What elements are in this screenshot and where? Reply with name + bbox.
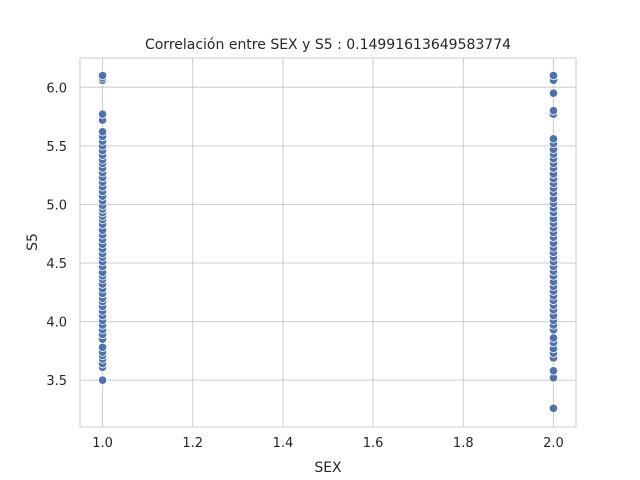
- data-point: [548, 333, 559, 343]
- y-axis-label: S5: [25, 233, 41, 251]
- x-tick-label: 1.8: [453, 436, 474, 451]
- data-point: [97, 70, 108, 81]
- x-tick-label: 1.2: [182, 436, 203, 451]
- y-tick-label: 5.5: [46, 140, 67, 155]
- y-axis-ticks: 3.5 4.0 4.5 5.0 5.5 6.0: [46, 81, 67, 389]
- y-tick-label: 6.0: [46, 81, 67, 96]
- grid-lines: [80, 58, 576, 427]
- data-point: [548, 70, 559, 81]
- x-axis-label: SEX: [314, 460, 342, 476]
- data-point: [97, 375, 108, 385]
- data-points: [97, 70, 559, 413]
- x-tick-label: 1.0: [92, 436, 113, 451]
- data-point: [548, 366, 559, 376]
- y-tick-label: 4.5: [46, 257, 67, 272]
- data-point: [548, 106, 559, 116]
- x-tick-label: 2.0: [543, 436, 564, 451]
- y-tick-label: 5.0: [46, 198, 67, 213]
- y-tick-label: 4.0: [46, 316, 67, 331]
- data-point: [97, 342, 108, 352]
- data-point: [548, 134, 559, 144]
- x-tick-label: 1.4: [273, 436, 294, 451]
- data-point: [548, 88, 559, 98]
- x-tick-label: 1.6: [363, 436, 384, 451]
- x-axis-ticks: 1.0 1.2 1.4 1.6 1.8 2.0: [92, 436, 564, 451]
- y-tick-label: 3.5: [46, 374, 67, 389]
- data-point: [97, 127, 108, 137]
- plot-frame: [79, 57, 577, 428]
- chart-title: Correlación entre SEX y S5 : 0.149916136…: [145, 37, 511, 53]
- data-point: [97, 109, 108, 119]
- data-point: [548, 403, 559, 413]
